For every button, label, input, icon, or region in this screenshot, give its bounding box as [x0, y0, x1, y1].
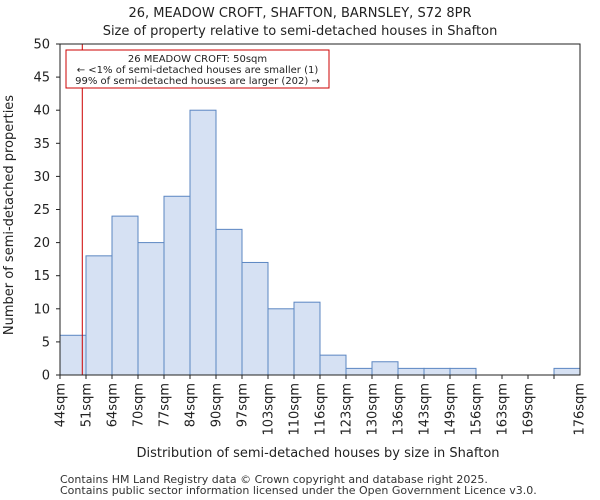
x-tick-label: 97sqm: [236, 383, 251, 427]
x-tick-label: 136sqm: [392, 383, 407, 436]
bar-116sqm: [319, 354, 347, 376]
y-tick-label: 25: [33, 203, 50, 218]
annotation-line3: 99% of semi-detached houses are larger (…: [75, 76, 320, 87]
footer-line1: Contains HM Land Registry data © Crown c…: [60, 473, 488, 486]
bar-70sqm: [137, 242, 165, 376]
y-tick-label: 50: [33, 38, 50, 53]
annotation-line2: ← <1% of semi-detached houses are smalle…: [77, 65, 319, 76]
x-tick-label: 163sqm: [496, 383, 511, 436]
bars-group: [59, 109, 581, 376]
bar-110sqm: [293, 301, 321, 376]
y-axis-label: Number of semi-detached properties: [2, 95, 17, 335]
x-axis: 44sqm 51sqm 64sqm 70sqm 77sqm 84sqm 90sqm 97sqm…: [54, 375, 588, 436]
y-tick-label: 0: [42, 369, 50, 384]
x-tick-label: 64sqm: [106, 383, 121, 427]
x-tick-label: 110sqm: [288, 383, 303, 436]
x-tick-label: 123sqm: [340, 383, 355, 436]
annotation-line1: 26 MEADOW CROFT: 50sqm: [128, 54, 267, 65]
y-tick-label: 5: [42, 335, 50, 350]
plot-area: 0 5 10 15 20 25 30 35 40 45 50 44sqm 51sqm 64sqm 70sq…: [33, 38, 587, 436]
x-tick-label: 143sqm: [418, 383, 433, 436]
x-tick-label: 51sqm: [80, 383, 95, 427]
plot-frame: [59, 43, 581, 376]
bar-97sqm: [241, 261, 269, 376]
x-tick-label: 176sqm: [573, 383, 588, 436]
y-tick-label: 35: [33, 137, 50, 152]
x-tick-label: 44sqm: [54, 383, 69, 427]
bar-90sqm: [215, 228, 243, 376]
bar-84sqm: [189, 109, 217, 376]
x-tick-label: 90sqm: [210, 383, 225, 427]
bar-130sqm: [371, 361, 399, 376]
annotation-box: 26 MEADOW CROFT: 50sqm ← <1% of semi-det…: [65, 49, 330, 89]
bar-64sqm: [111, 215, 139, 376]
x-tick-label: 77sqm: [158, 383, 173, 427]
y-tick-label: 15: [33, 269, 50, 284]
y-axis: 0 5 10 15 20 25 30 35 40 45 50: [33, 38, 60, 384]
x-tick-label: 70sqm: [132, 383, 147, 427]
x-axis-label: Distribution of semi-detached houses by …: [136, 446, 499, 461]
bar-77sqm: [163, 195, 191, 376]
y-tick-label: 30: [33, 170, 50, 185]
x-tick-label: 103sqm: [262, 383, 277, 436]
bar-143sqm: [423, 367, 451, 376]
bar-176sqm: [553, 367, 581, 376]
y-tick-label: 20: [33, 236, 50, 251]
chart-title-line1: 26, MEADOW CROFT, SHAFTON, BARNSLEY, S72…: [128, 6, 471, 21]
bar-123sqm: [345, 367, 373, 376]
bar-149sqm: [449, 367, 477, 376]
y-tick-label: 45: [33, 71, 50, 86]
x-tick-label: 169sqm: [522, 383, 537, 436]
x-tick-label: 116sqm: [314, 383, 329, 436]
x-tick-label: 84sqm: [184, 383, 199, 427]
footer-line2: Contains public sector information licen…: [60, 484, 537, 497]
chart-title-line2: Size of property relative to semi-detach…: [103, 24, 498, 39]
bar-136sqm: [397, 367, 425, 376]
x-tick-label: 130sqm: [366, 383, 381, 436]
y-tick-label: 40: [33, 104, 50, 119]
bar-103sqm: [267, 308, 295, 376]
x-tick-label: 156sqm: [470, 383, 485, 436]
y-tick-label: 10: [33, 302, 50, 317]
x-tick-label: 149sqm: [444, 383, 459, 436]
bar-51sqm: [85, 255, 113, 376]
